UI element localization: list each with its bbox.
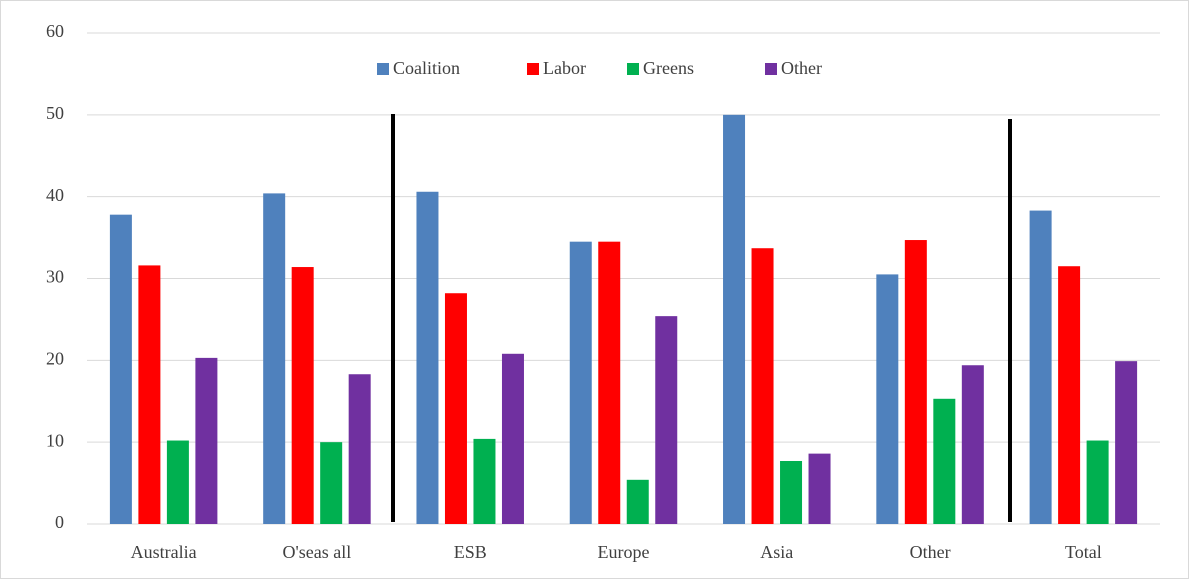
bar (501, 353, 524, 524)
bar (166, 440, 189, 524)
legend-label: Labor (543, 58, 586, 78)
bar (473, 438, 496, 524)
legend-swatch (627, 63, 639, 75)
legend-swatch (765, 63, 777, 75)
bar (444, 293, 467, 524)
bar (416, 191, 439, 525)
bar (1115, 361, 1138, 524)
bar (961, 365, 984, 524)
y-tick-label: 0 (55, 512, 64, 532)
bar (195, 357, 218, 524)
bar (138, 265, 161, 524)
legend-label: Coalition (393, 58, 460, 78)
bar (569, 241, 592, 525)
x-tick-label: Asia (760, 542, 793, 562)
y-tick-label: 60 (46, 21, 64, 41)
x-tick-label: ESB (454, 542, 487, 562)
legend-swatch (527, 63, 539, 75)
bar (780, 460, 803, 524)
x-tick-label: Australia (131, 542, 197, 562)
bar (876, 274, 899, 524)
bar (1029, 210, 1052, 524)
y-tick-label: 50 (46, 103, 64, 123)
bar (263, 193, 286, 525)
x-tick-label: Other (910, 542, 951, 562)
bar (626, 479, 649, 524)
bar (1086, 440, 1109, 524)
bar (751, 248, 774, 524)
bar (1058, 266, 1081, 524)
legend-swatch (377, 63, 389, 75)
bar (723, 114, 746, 524)
bar (348, 374, 371, 524)
y-tick-label: 20 (46, 348, 64, 368)
x-tick-label: Total (1065, 542, 1102, 562)
y-tick-label: 40 (46, 185, 64, 205)
bar (598, 241, 621, 525)
bar (320, 442, 343, 524)
bar (904, 240, 927, 524)
y-tick-label: 10 (46, 430, 64, 450)
bar (291, 267, 314, 524)
legend-label: Greens (643, 58, 694, 78)
bar (933, 398, 956, 524)
bar (109, 214, 132, 525)
legend-label: Other (781, 58, 822, 78)
bar (655, 316, 678, 524)
x-tick-label: O'seas all (283, 542, 352, 562)
bar (808, 453, 831, 524)
y-tick-label: 30 (46, 267, 64, 287)
x-tick-label: Europe (598, 542, 650, 562)
